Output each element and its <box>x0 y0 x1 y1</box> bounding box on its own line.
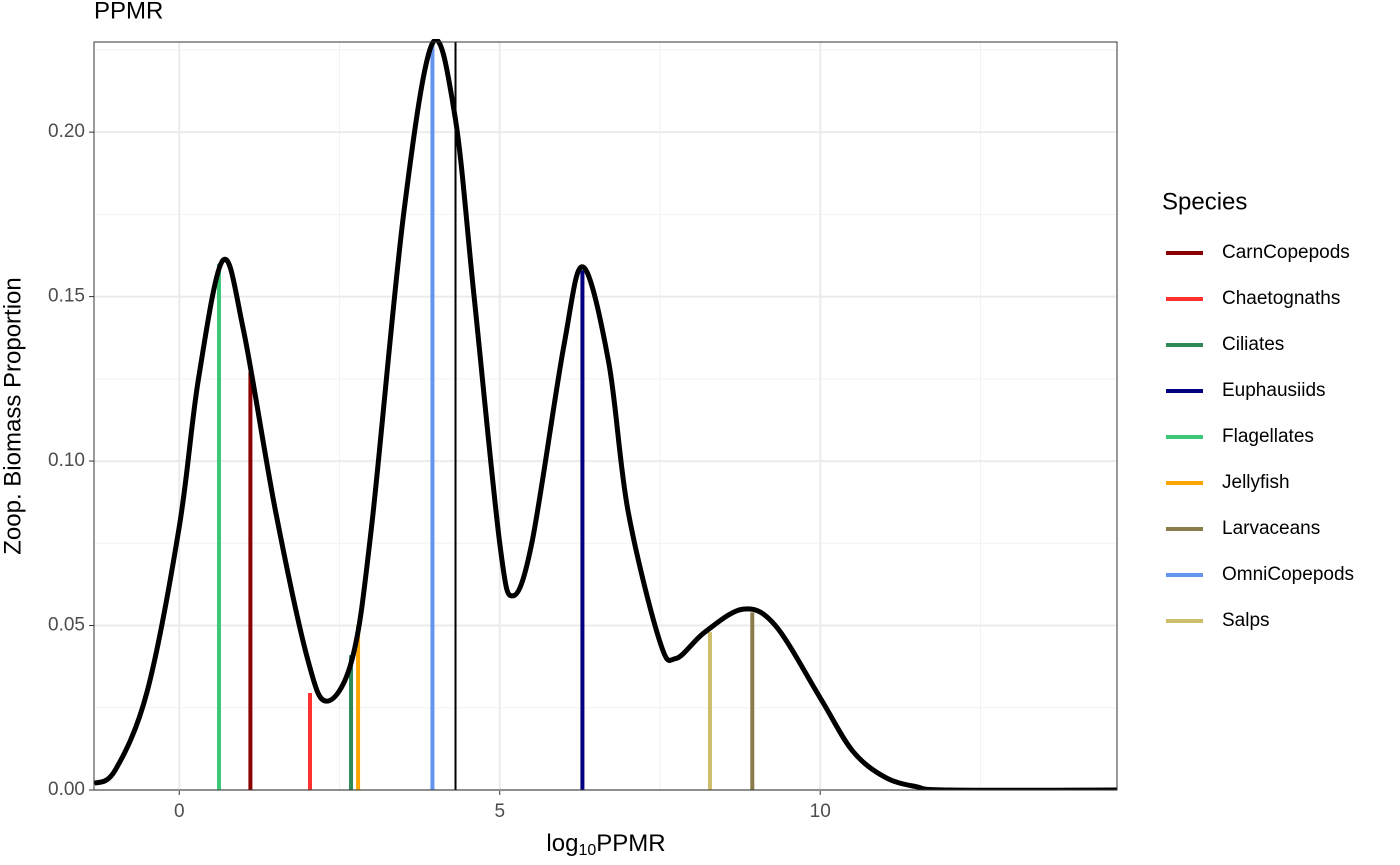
panel-border <box>93 41 1118 791</box>
legend-label: Chaetognaths <box>1222 288 1340 309</box>
x-tick-label: 0 <box>174 801 185 822</box>
legend-label: Larvaceans <box>1222 518 1320 539</box>
legend-label: Salps <box>1222 610 1270 631</box>
x-label-part: log <box>546 830 578 857</box>
y-axis-label: Zoop. Biomass Proportion <box>0 277 26 554</box>
legend-title: Species <box>1162 188 1247 215</box>
y-tick-label: 0.15 <box>48 286 85 307</box>
x-axis-label: log10PPMR <box>546 830 665 859</box>
x-tick-label: 10 <box>810 801 831 822</box>
y-tick-label: 0.05 <box>48 615 85 636</box>
legend-label: Jellyfish <box>1222 472 1290 493</box>
density-curve <box>94 39 1117 790</box>
y-tick-label: 0.20 <box>48 121 85 142</box>
legend-label: Ciliates <box>1222 334 1284 355</box>
legend-label: CarnCopepods <box>1222 242 1350 263</box>
legend-label: Euphausiids <box>1222 380 1326 401</box>
legend-label: OmniCopepods <box>1222 564 1354 585</box>
y-tick-label: 0.00 <box>48 779 85 800</box>
y-tick-label: 0.10 <box>48 450 85 471</box>
chart-title: PPMR <box>94 0 163 24</box>
x-tick-label: 5 <box>494 801 505 822</box>
x-label-part: PPMR <box>596 830 665 857</box>
legend-label: Flagellates <box>1222 426 1314 447</box>
x-label-sub: 10 <box>578 842 596 859</box>
